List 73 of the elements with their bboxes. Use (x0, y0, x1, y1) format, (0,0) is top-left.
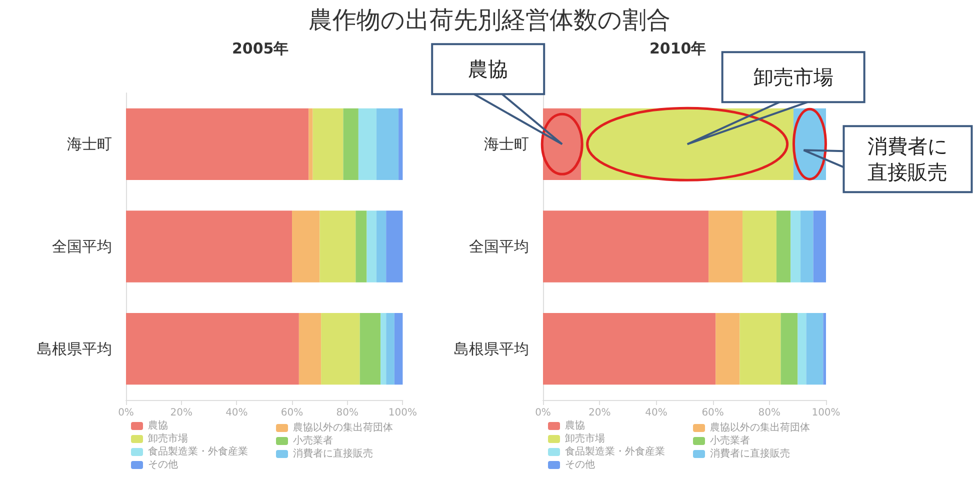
legend-label: 食品製造業・外食産業 (565, 446, 665, 458)
bar (292, 210, 320, 282)
bar (376, 108, 399, 180)
bar (543, 210, 709, 282)
text: 農作物の出荷先別経営体数の割合 (308, 5, 672, 36)
bar (798, 313, 806, 385)
x-tick-label: 20% (588, 408, 611, 418)
bar (543, 313, 716, 385)
legend-label: 消費者に直接販売 (293, 448, 373, 460)
bar (126, 108, 309, 180)
legend-label: 小売業者 (293, 434, 333, 446)
x-tick-label: 100% (812, 408, 840, 418)
bar (780, 313, 798, 385)
bar (320, 210, 356, 282)
legend-label: 食品製造業・外食産業 (148, 446, 248, 458)
y-tick-label: 海士町 (484, 135, 529, 154)
bar (126, 313, 299, 385)
y-tick-label: 島根県平均 (454, 340, 529, 358)
bar (813, 210, 826, 282)
bar (394, 313, 403, 385)
bar (716, 313, 740, 385)
bar (800, 210, 814, 282)
legend-label: 農協以外の集出荷団体 (293, 422, 393, 434)
bar (308, 108, 313, 180)
y-tick-label: 島根県平均 (37, 340, 112, 358)
bar (742, 210, 776, 282)
text: 農協 (468, 57, 508, 82)
bar (343, 108, 358, 180)
x-tick-label: 40% (645, 408, 668, 418)
bar (312, 108, 344, 180)
bar (366, 210, 376, 282)
bar (806, 313, 824, 385)
text: 卸売市場 (753, 65, 834, 90)
x-tick-label: 20% (170, 408, 192, 418)
x-tick-label: 80% (336, 408, 358, 418)
x-tick-label: 80% (758, 408, 781, 418)
bar (298, 313, 322, 385)
bar (386, 313, 394, 385)
y-tick-label: 全国平均 (469, 238, 529, 256)
x-tick-label: 100% (388, 408, 417, 418)
x-tick-label: 40% (226, 408, 248, 418)
x-tick-label: 60% (280, 408, 304, 418)
legend-label: 小売業者 (710, 434, 750, 446)
bar (356, 210, 367, 282)
x-tick-label: 60% (702, 408, 724, 418)
x-tick-label: 0% (535, 408, 551, 418)
legend-label: 消費者に直接販売 (710, 448, 790, 460)
bar (321, 313, 360, 385)
text: 消費者に直接販売 (868, 134, 948, 184)
bar (380, 313, 386, 385)
legend-label: 卸売市場 (565, 432, 605, 444)
bar (126, 210, 292, 282)
bar (360, 313, 381, 385)
legend-label: 農協 (565, 420, 585, 432)
legend-label: その他 (565, 458, 595, 470)
bar (823, 313, 826, 385)
chart-subtitle: 2005年 (232, 40, 289, 58)
bar (790, 210, 801, 282)
legend-label: 卸売市場 (148, 432, 188, 444)
bar (376, 210, 386, 282)
legend-label: 農協 (148, 420, 168, 432)
x-tick-label: 0% (118, 408, 134, 418)
bar (358, 108, 376, 180)
bar (776, 210, 791, 282)
y-tick-label: 全国平均 (52, 238, 112, 256)
y-tick-label: 海士町 (67, 135, 112, 154)
legend-label: 農協以外の集出荷団体 (710, 422, 810, 434)
bar (386, 210, 403, 282)
bar (708, 210, 743, 282)
bar (740, 313, 781, 385)
legend-label: その他 (148, 458, 178, 470)
chart-subtitle: 2010年 (650, 40, 706, 58)
bar (398, 108, 403, 180)
